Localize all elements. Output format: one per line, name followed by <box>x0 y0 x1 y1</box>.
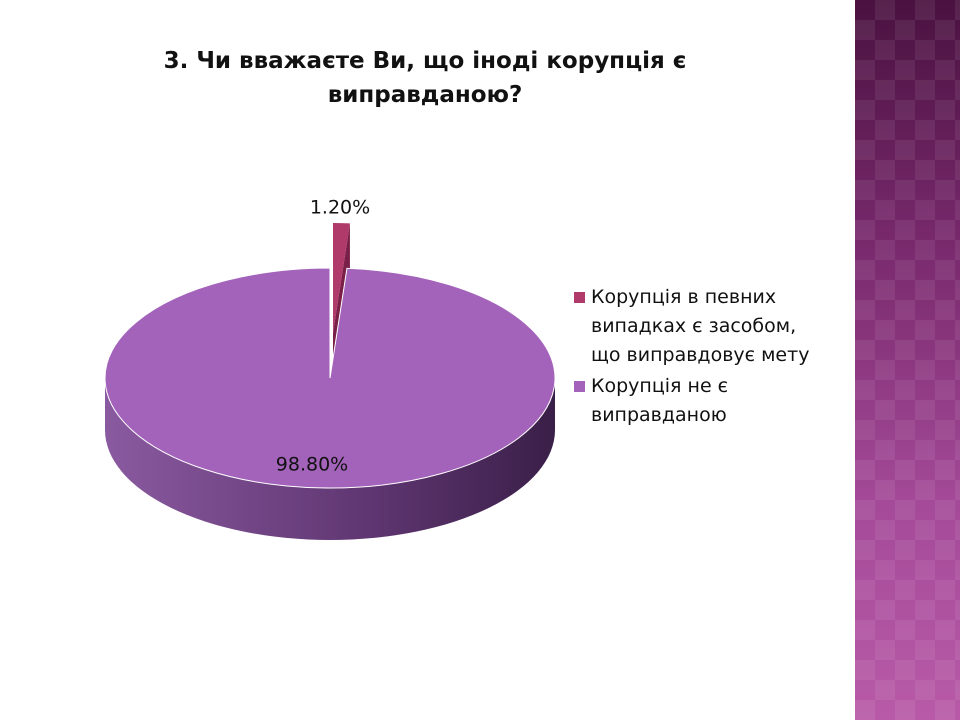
data-label: 98.80% <box>276 454 348 476</box>
legend-item: Корупція в певних випадках є засобом, що… <box>574 283 814 370</box>
legend-item: Корупція не є виправданою <box>574 372 814 430</box>
pie-slice <box>333 223 350 333</box>
legend-label: Корупція в певних випадках є засобом, що… <box>591 286 810 366</box>
data-label: 1.20% <box>310 197 370 219</box>
chart-title: 3. Чи вважаєте Ви, що іноді корупція є в… <box>163 48 687 108</box>
pie-slice <box>104 267 556 489</box>
legend: Корупція в певних випадках є засобом, що… <box>574 283 814 432</box>
legend-swatch <box>574 381 585 392</box>
chart: 1.20% 98.80% <box>104 197 556 540</box>
pie-side <box>105 378 555 540</box>
legend-label: Корупція не є виправданою <box>591 375 729 426</box>
legend-swatch <box>574 292 585 303</box>
decor-band <box>855 0 960 720</box>
